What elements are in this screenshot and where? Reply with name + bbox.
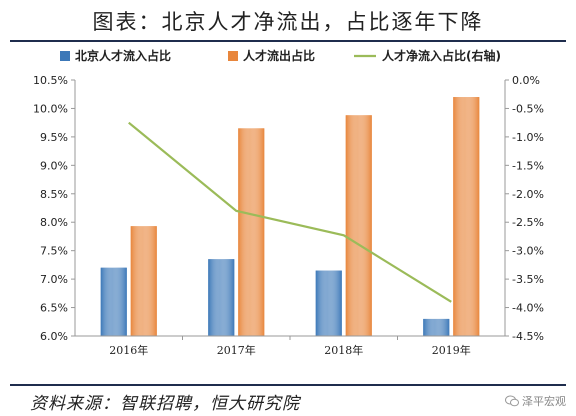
x-tick-label: 2017年 <box>217 343 256 357</box>
left-tick-label: 8.5% <box>40 188 68 201</box>
left-tick-label: 10.5% <box>33 74 68 87</box>
right-tick-label: -3.0% <box>512 245 544 258</box>
bar-shade <box>130 226 157 336</box>
bar-shade <box>100 267 127 336</box>
plot-area <box>100 97 480 336</box>
x-tick-label: 2019年 <box>432 343 471 357</box>
watermark-text: 泽平宏观 <box>522 395 566 408</box>
chart: 北京人才流入占比 人才流出占比 人才净流入占比(右轴) 6.0% 6.5% 7.0% 7.… <box>33 48 544 357</box>
right-tick-label: -4.0% <box>512 302 544 315</box>
source-note: 资料来源：智联招聘，恒大研究院 <box>30 394 300 414</box>
left-axis: 6.0% 6.5% 7.0% 7.5% 8.0% 8.5% 9.0% 9.5% 10.0% 10.… <box>33 74 76 343</box>
right-tick-label: -1.0% <box>512 131 544 144</box>
legend-swatch <box>228 51 238 61</box>
left-tick-label: 10.0% <box>33 102 68 115</box>
chart-title: 图表：北京人才净流出，占比逐年下降 <box>92 10 484 34</box>
legend-label: 人才净流入占比(右轴) <box>382 48 501 63</box>
left-tick-label: 9.5% <box>40 131 68 144</box>
right-tick-label: -3.5% <box>512 273 544 286</box>
bar-shade <box>208 259 235 336</box>
legend: 北京人才流入占比 人才流出占比 人才净流入占比(右轴) <box>60 48 501 63</box>
right-axis: -4.5% -4.0% -3.5% -3.0% -2.5% -2.0% -1.5% -1.0%… <box>504 74 544 343</box>
right-tick-label: -2.0% <box>512 188 544 201</box>
left-tick-label: 9.0% <box>40 159 68 172</box>
bar-shade <box>238 128 265 336</box>
wechat-icon <box>505 395 519 407</box>
legend-label: 北京人才流入占比 <box>75 48 171 63</box>
right-tick-label: -0.5% <box>512 102 544 115</box>
source-rule <box>10 384 566 386</box>
left-tick-label: 6.5% <box>40 302 68 315</box>
left-tick-label: 6.0% <box>40 330 68 343</box>
bar-shade <box>453 97 480 336</box>
title-rule <box>10 40 566 42</box>
bar-shade <box>423 318 450 336</box>
left-tick-label: 7.0% <box>40 273 68 286</box>
left-tick-label: 8.0% <box>40 216 68 229</box>
bar-shade <box>345 115 372 336</box>
bar-shade <box>315 270 342 336</box>
legend-label: 人才流出占比 <box>243 48 315 63</box>
x-tick-label: 2016年 <box>109 343 148 357</box>
x-axis: 2016年 2017年 2018年 2019年 <box>75 335 505 357</box>
series-line <box>128 121 452 303</box>
right-tick-label: 0.0% <box>512 74 540 87</box>
right-tick-label: -4.5% <box>512 330 544 343</box>
x-tick-label: 2018年 <box>324 343 363 357</box>
legend-swatch <box>60 51 70 61</box>
right-tick-label: -1.5% <box>512 159 544 172</box>
right-tick-label: -2.5% <box>512 216 544 229</box>
left-tick-label: 7.5% <box>40 245 68 258</box>
watermark: 泽平宏观 <box>505 393 566 409</box>
